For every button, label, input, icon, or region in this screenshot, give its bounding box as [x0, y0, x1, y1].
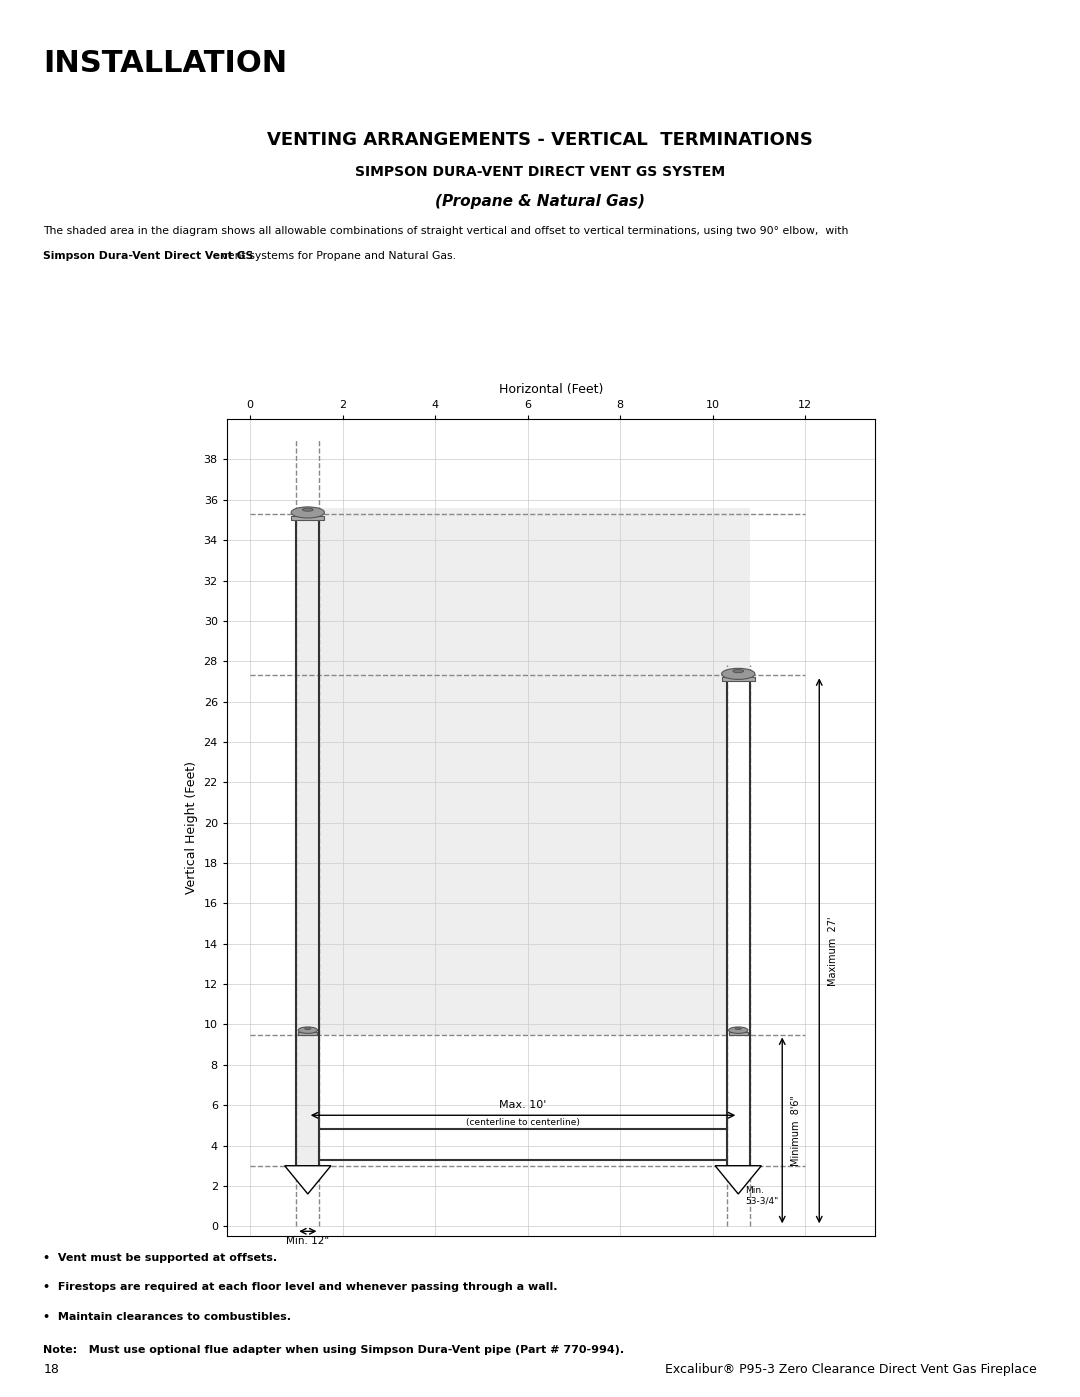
Text: The shaded area in the diagram shows all allowable combinations of straight vert: The shaded area in the diagram shows all…	[43, 226, 849, 236]
Polygon shape	[715, 1165, 761, 1194]
Bar	[729, 1032, 748, 1035]
Polygon shape	[285, 1165, 330, 1194]
Text: Simpson Dura-Vent Direct Vent GS: Simpson Dura-Vent Direct Vent GS	[43, 251, 254, 261]
Ellipse shape	[298, 1027, 318, 1034]
Text: Maximum  27': Maximum 27'	[827, 916, 838, 985]
Text: VENTING ARRANGEMENTS - VERTICAL  TERMINATIONS: VENTING ARRANGEMENTS - VERTICAL TERMINAT…	[267, 131, 813, 149]
Ellipse shape	[302, 509, 313, 511]
X-axis label: Horizontal (Feet): Horizontal (Feet)	[499, 383, 603, 397]
Ellipse shape	[733, 669, 744, 673]
Y-axis label: Vertical Height (Feet): Vertical Height (Feet)	[185, 761, 198, 894]
Bar	[292, 515, 324, 520]
Polygon shape	[296, 509, 750, 1165]
Text: •  Vent must be supported at offsets.: • Vent must be supported at offsets.	[43, 1253, 278, 1263]
Ellipse shape	[721, 668, 755, 679]
Text: •  Maintain clearances to combustibles.: • Maintain clearances to combustibles.	[43, 1312, 292, 1322]
Text: SIMPSON DURA-VENT DIRECT VENT GS SYSTEM: SIMPSON DURA-VENT DIRECT VENT GS SYSTEM	[355, 165, 725, 179]
Ellipse shape	[729, 1027, 748, 1034]
Text: vent systems for Propane and Natural Gas.: vent systems for Propane and Natural Gas…	[218, 251, 456, 261]
Text: (centerline to centerline): (centerline to centerline)	[467, 1118, 580, 1127]
Text: (Propane & Natural Gas): (Propane & Natural Gas)	[435, 194, 645, 210]
Text: Min. 12": Min. 12"	[286, 1236, 329, 1246]
Bar	[298, 1032, 318, 1035]
Text: Note:   Must use optional flue adapter when using Simpson Dura-Vent pipe (Part #: Note: Must use optional flue adapter whe…	[43, 1345, 624, 1355]
Bar	[721, 678, 755, 682]
Text: •  Firestops are required at each floor level and whenever passing through a wal: • Firestops are required at each floor l…	[43, 1282, 557, 1292]
Text: 18: 18	[43, 1363, 59, 1376]
Ellipse shape	[305, 1028, 311, 1030]
Ellipse shape	[735, 1028, 741, 1030]
Text: Max. 10': Max. 10'	[499, 1101, 546, 1111]
Ellipse shape	[292, 507, 324, 518]
Text: Minimum  8'6": Minimum 8'6"	[791, 1095, 800, 1166]
Text: Excalibur® P95-3 Zero Clearance Direct Vent Gas Fireplace: Excalibur® P95-3 Zero Clearance Direct V…	[665, 1363, 1037, 1376]
Text: INSTALLATION: INSTALLATION	[43, 49, 287, 78]
Text: Min.
53-3/4": Min. 53-3/4"	[745, 1186, 779, 1206]
